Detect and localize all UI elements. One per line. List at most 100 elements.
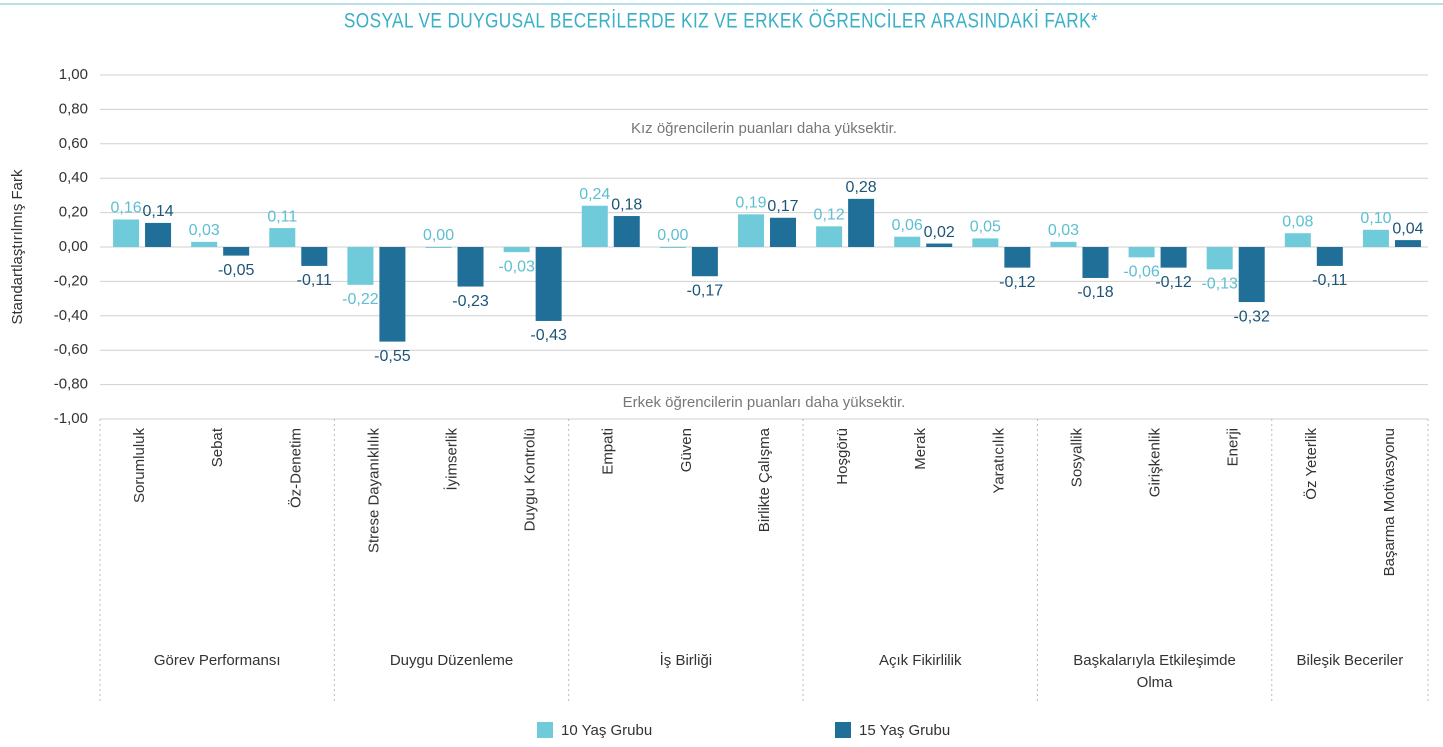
bar (1284, 233, 1311, 247)
bar (1082, 247, 1109, 278)
legend-swatch (835, 722, 851, 738)
bar (457, 247, 484, 287)
bar (581, 205, 608, 247)
legend-label: 15 Yaş Grubu (859, 722, 950, 739)
value-label: 0,11 (267, 208, 297, 225)
bar (425, 247, 452, 248)
value-label: -0,06 (1123, 264, 1160, 281)
x-tick-label: Strese Dayanıklılık (365, 428, 382, 554)
bar (1238, 247, 1265, 303)
group-label: Görev Performansı (153, 652, 281, 669)
y-tick-label: 0,60 (59, 135, 88, 152)
value-label: 0,10 (1360, 210, 1391, 227)
bar (691, 247, 718, 277)
bar (347, 247, 374, 285)
bar (1316, 247, 1343, 266)
bar (269, 228, 296, 247)
y-tick-label: -0,80 (54, 376, 88, 393)
bar (1394, 240, 1421, 247)
value-label: -0,11 (297, 272, 332, 289)
bar (503, 247, 530, 253)
value-label: 0,14 (142, 203, 173, 220)
bar (145, 222, 172, 247)
value-label: 0,02 (924, 224, 955, 241)
y-tick-label: 1,00 (59, 66, 88, 83)
bar (770, 217, 796, 247)
legend-swatch (537, 722, 553, 738)
value-label: 0,03 (189, 222, 220, 239)
value-label: -0,55 (374, 348, 411, 365)
x-tick-label: Duygu Kontrolü (522, 428, 539, 531)
bar (659, 247, 686, 248)
value-label: -0,23 (452, 293, 489, 310)
bar (113, 219, 140, 247)
bar (894, 236, 921, 247)
bar (1160, 247, 1187, 268)
y-tick-label: -1,00 (54, 410, 88, 427)
bar (1128, 247, 1155, 258)
value-label: 0,05 (970, 219, 1001, 236)
chart-title: SOSYAL VE DUYGUSAL BECERİLERDE KIZ VE ER… (344, 9, 1098, 33)
value-label: -0,32 (1233, 308, 1270, 325)
value-label: 0,18 (611, 196, 642, 213)
group-label: Duygu Düzenleme (389, 652, 514, 669)
x-tick-label: Sosyallik (1068, 428, 1085, 488)
x-tick-label: Birlikte Çalışma (756, 427, 773, 532)
x-tick-label: Empati (600, 428, 617, 475)
bar (738, 214, 764, 247)
bar (972, 238, 999, 247)
x-tick-label: Başarma Motivasyonu (1381, 428, 1398, 576)
value-label: 0,16 (110, 200, 141, 217)
value-label: -0,12 (1155, 274, 1192, 291)
x-tick-label: Öz Yeterlik (1302, 428, 1320, 500)
annotation: Erkek öğrencilerin puanları daha yüksekt… (623, 394, 906, 411)
group-label: İş Birliği (659, 652, 713, 669)
value-label: -0,43 (530, 327, 567, 344)
value-label: 0,06 (892, 217, 923, 234)
bar (1004, 247, 1031, 268)
value-label: 0,24 (579, 186, 610, 203)
bar (535, 247, 562, 321)
value-label: -0,17 (687, 282, 724, 299)
x-tick-label: Sorumluluk (131, 428, 148, 504)
x-tick-label: Enerji (1225, 428, 1242, 466)
value-label: -0,13 (1201, 276, 1238, 293)
value-label: 0,19 (735, 195, 766, 212)
group-label: Başkalarıyla Etkileşimde Olma (1073, 652, 1236, 691)
y-tick-label: 0,00 (59, 238, 88, 255)
value-label: 0,28 (846, 179, 877, 196)
bar (816, 226, 843, 247)
bar (1050, 241, 1077, 247)
value-label: 0,12 (814, 207, 845, 224)
y-tick-label: -0,20 (54, 272, 88, 289)
x-tick-label: Hoşgörü (834, 428, 851, 485)
annotation: Kız öğrencilerin puanları daha yüksektir… (631, 120, 897, 137)
value-label: 0,04 (1392, 220, 1423, 237)
y-tick-label: -0,40 (54, 307, 88, 324)
y-tick-label: 0,20 (59, 204, 88, 221)
legend-label: 10 Yaş Grubu (561, 722, 652, 739)
x-tick-label: Öz-Denetim (286, 428, 304, 508)
y-axis-label: Standartlaştırılmış Fark (9, 169, 26, 325)
value-label: 0,17 (767, 198, 798, 215)
group-label: Açık Fikirlilik (878, 652, 962, 669)
value-label: 0,00 (657, 227, 688, 244)
bar (848, 198, 875, 247)
bar (379, 247, 406, 342)
y-tick-label: 0,40 (59, 169, 88, 186)
value-label: -0,22 (342, 291, 379, 308)
value-label: -0,11 (1312, 272, 1347, 289)
value-label: 0,00 (423, 227, 454, 244)
bar (191, 241, 218, 247)
value-label: -0,12 (999, 274, 1036, 291)
x-tick-label: İyimserlik (442, 428, 460, 491)
value-label: 0,08 (1282, 213, 1313, 230)
y-tick-label: -0,60 (54, 341, 88, 358)
bar (613, 216, 640, 247)
group-label: Bileşik Beceriler (1296, 652, 1404, 669)
x-tick-label: Merak (912, 428, 929, 470)
bar (223, 247, 250, 256)
x-tick-label: Yaratıcılık (990, 428, 1007, 494)
